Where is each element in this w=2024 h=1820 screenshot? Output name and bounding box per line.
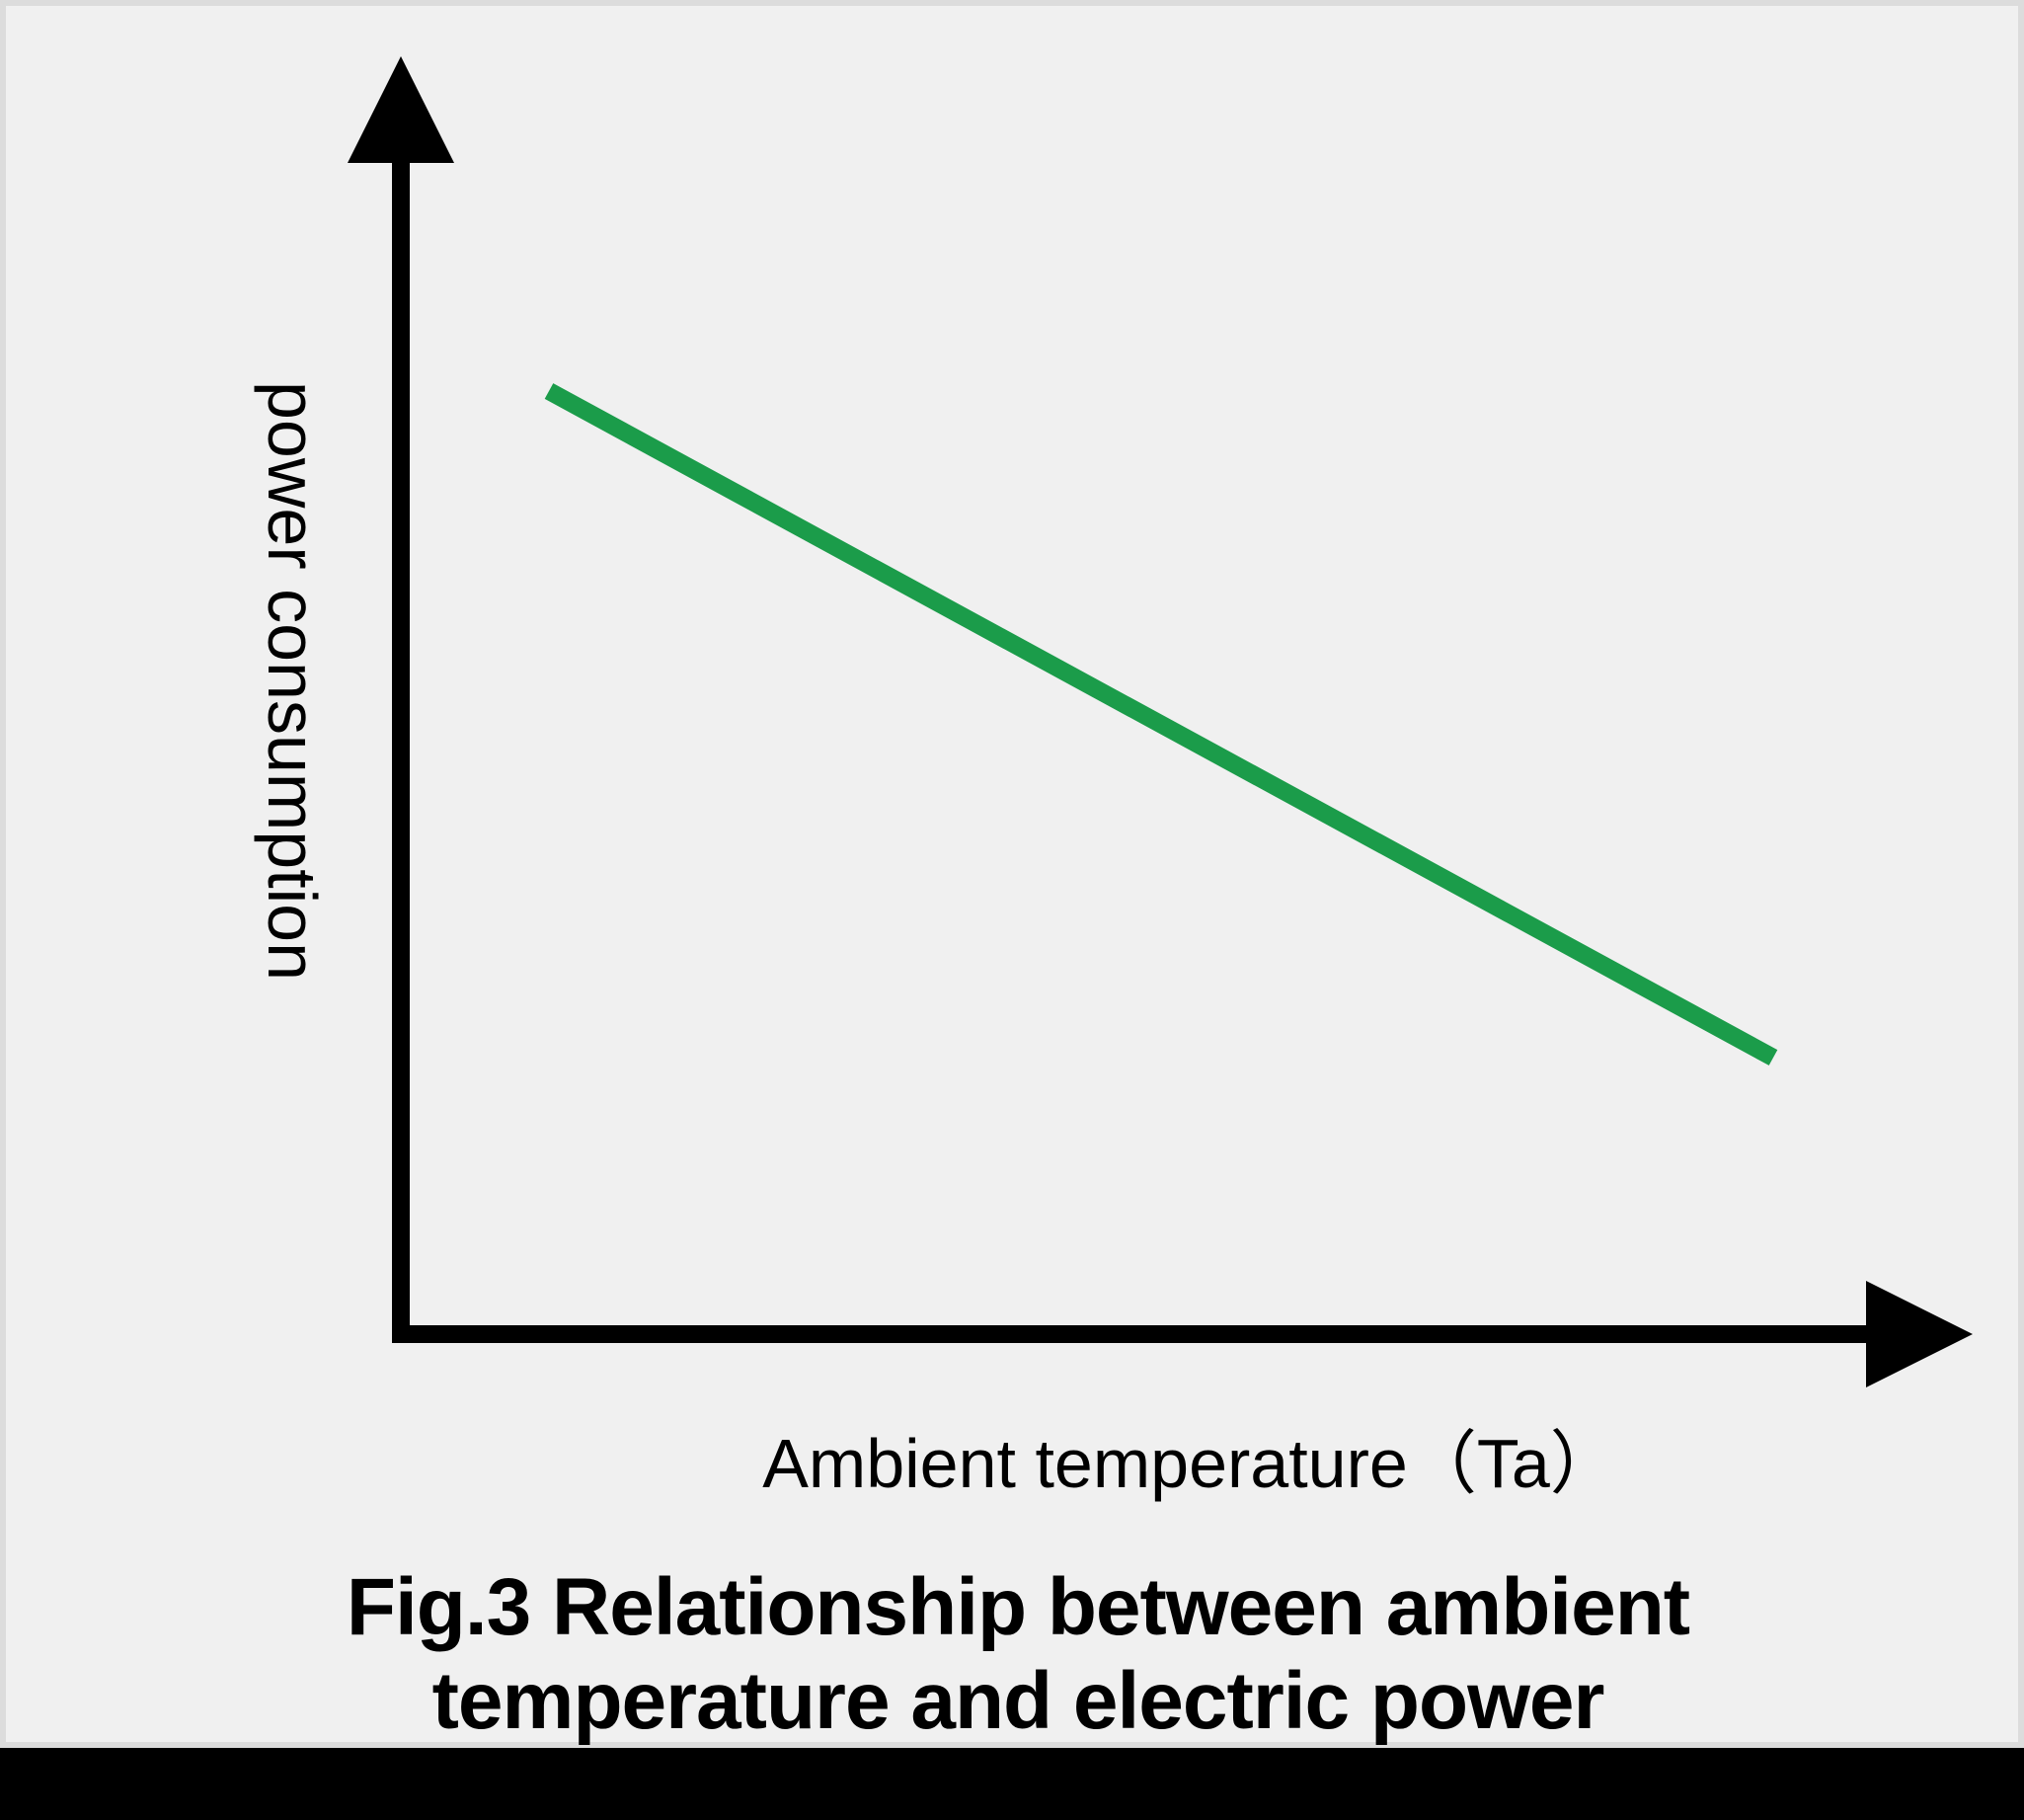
x-axis-label: Ambient temperature（Ta） (450, 1408, 1931, 1508)
data-line (549, 391, 1773, 1058)
figure-caption-line1: Fig.3 Relationship between ambient (6, 1561, 2024, 1654)
chart-panel: power consumption Ambient temperature（Ta… (0, 0, 2024, 1748)
y-axis-label: power consumption (253, 381, 332, 981)
figure-caption-line2: temperature and electric power (6, 1655, 2024, 1748)
chart-area: power consumption Ambient temperature（Ta… (6, 6, 2024, 1754)
